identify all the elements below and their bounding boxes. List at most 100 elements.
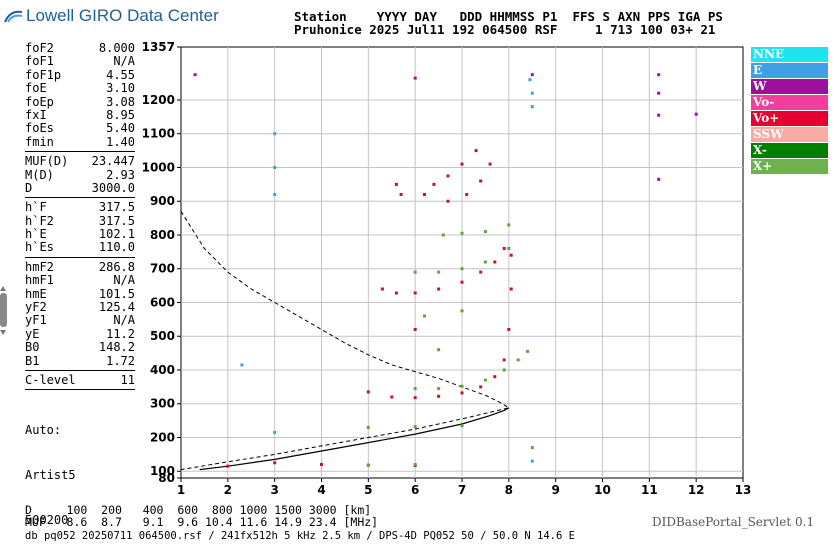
echo-point: [479, 385, 483, 389]
param-row-b0: B0 148.2: [25, 340, 135, 354]
divider: [25, 256, 135, 258]
param-name: yF2: [25, 300, 47, 315]
echo-point: [479, 270, 483, 274]
echo-point: [366, 425, 370, 429]
muf-row: MUF 8.6 8.7 9.1 9.6 10.4 11.6 14.9 23.4 …: [25, 515, 379, 529]
echo-point: [460, 309, 464, 313]
x-tick-labels: 1 2 3 4 5 6 7 8 9 10 11 12 13: [177, 483, 752, 497]
echo-point: [460, 280, 464, 284]
echo-point: [413, 425, 417, 429]
echo-point: [460, 391, 464, 395]
legend-item-x-plus: X+: [751, 159, 828, 174]
echo-point: [413, 291, 417, 295]
echo-point: [446, 174, 450, 178]
scroll-up-icon: [0, 286, 6, 291]
param-name: h`F2: [25, 213, 54, 228]
param-name: h`F: [25, 200, 47, 215]
param-name: hmF1: [25, 273, 54, 288]
param-row-fmin: fmin 1.40: [25, 134, 135, 149]
echo-traces: [193, 73, 698, 468]
param-value: 8.000: [98, 41, 135, 55]
x-tick-label: 1: [177, 483, 185, 497]
param-name: foEp: [25, 94, 54, 109]
param-name: hmE: [25, 286, 47, 301]
param-row-hf2: h`F2 317.5: [25, 213, 135, 228]
param-value: 101.5: [98, 286, 135, 301]
echo-point: [530, 105, 534, 109]
param-name: hmF2: [25, 259, 54, 274]
echo-point: [413, 463, 417, 466]
param-value: 1.72: [106, 353, 135, 368]
x-tick-label: 2: [224, 483, 232, 497]
echo-point: [437, 270, 441, 274]
auto-scaler-info: Auto: Artist5 500200: [25, 393, 135, 558]
echo-point: [273, 132, 277, 136]
muf-curve: [180, 211, 511, 471]
legend-item-w: W: [751, 79, 828, 94]
scroll-thumb[interactable]: [0, 293, 7, 327]
echo-point: [366, 390, 370, 394]
y-tick-label: 1000: [142, 160, 175, 174]
echo-point: [526, 349, 530, 353]
x-tick-label: 8: [505, 483, 513, 497]
echo-point: [509, 287, 513, 291]
echo-point: [516, 358, 520, 362]
model-curves: [180, 211, 511, 471]
echo-point: [530, 91, 534, 95]
param-value: 3000.0: [91, 180, 135, 195]
x-tick-label: 10: [594, 483, 611, 497]
echo-point: [502, 358, 506, 362]
echo-point: [432, 182, 436, 186]
divider: [25, 151, 135, 153]
param-name: foF1: [25, 54, 54, 69]
param-row-foEs: foEs 5.40: [25, 121, 135, 136]
echo-point: [507, 247, 511, 250]
echo-point: [502, 368, 506, 372]
param-value: 3.10: [106, 81, 135, 96]
y-tick-label: 800: [150, 228, 175, 242]
echo-point: [437, 387, 441, 391]
echo-point: [460, 384, 464, 388]
echo-point: [530, 459, 534, 463]
grid: [177, 46, 744, 482]
echo-point: [507, 328, 511, 331]
param-name: h`E: [25, 227, 47, 242]
record-info: db pq052 20250711 064500.rsf / 241fx512h…: [25, 530, 575, 542]
echo-point: [446, 199, 450, 203]
param-name: fmin: [25, 134, 54, 149]
x-tick-label: 11: [641, 483, 658, 497]
param-row-mufd: MUF(D) 23.447: [25, 154, 135, 168]
echo-point: [465, 193, 469, 196]
y-tick-label: 200: [150, 430, 175, 444]
echo-point: [493, 375, 497, 379]
echo-point: [474, 149, 478, 153]
echo-point: [502, 247, 506, 250]
y-tick-label: 300: [150, 397, 175, 411]
echo-point: [460, 267, 464, 271]
param-name: M(D): [25, 167, 54, 182]
echo-point: [390, 395, 394, 399]
echo-point: [413, 387, 417, 391]
echo-point: [320, 463, 323, 466]
echo-point: [460, 231, 464, 235]
logo-text: Lowell GIRO Data Center: [26, 6, 219, 25]
echo-point: [226, 464, 230, 468]
scroll-down-icon: [0, 330, 6, 335]
param-value: 286.8: [98, 259, 135, 274]
param-name: foEs: [25, 121, 54, 136]
echo-point: [399, 193, 403, 196]
lowell-giro-logo: Lowell GIRO Data Center: [4, 6, 219, 26]
echo-point: [423, 193, 426, 196]
param-value: 3.08: [106, 94, 135, 109]
auto-code: 500200: [25, 513, 69, 528]
param-value: 102.1: [98, 227, 135, 242]
x-tick-label: 6: [411, 483, 419, 497]
divider: [25, 197, 135, 199]
y-tick-label: 700: [150, 262, 175, 276]
param-name: yE: [25, 326, 40, 341]
scrollbar[interactable]: [0, 286, 7, 336]
legend-item-e: E: [751, 63, 828, 78]
echo-point: [413, 76, 417, 80]
